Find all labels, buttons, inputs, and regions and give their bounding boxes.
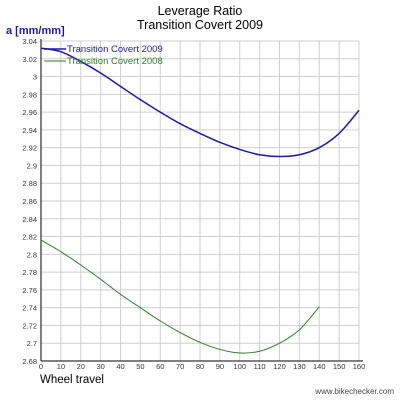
chart-title: Leverage Ratio — [157, 4, 243, 18]
x-tick-label: 100 — [233, 362, 246, 371]
y-tick-label: 2.8 — [27, 250, 37, 259]
legend-label: Transition Covert 2009 — [67, 44, 163, 55]
y-tick-label: 2.88 — [22, 179, 37, 188]
y-tick-label: 2.74 — [22, 304, 37, 313]
y-tick-label: 2.98 — [22, 90, 37, 99]
x-tick-label: 160 — [353, 362, 366, 371]
x-tick-label: 140 — [313, 362, 326, 371]
series-line-2008 — [40, 239, 320, 354]
legend-label: Transition Covert 2008 — [67, 56, 163, 67]
y-tick-label: 2.84 — [22, 215, 37, 224]
x-tick-label: 80 — [196, 362, 204, 371]
watermark: www.bikechecker.com — [315, 387, 394, 396]
y-tick-label: 2.7 — [27, 339, 37, 348]
y-tick-label: 2.86 — [22, 197, 37, 206]
y-tick-label: 2.72 — [22, 321, 37, 330]
x-tick-label: 150 — [333, 362, 346, 371]
y-tick-label: 2.82 — [22, 233, 37, 242]
x-tick-label: 0 — [39, 362, 43, 371]
x-tick-label: 20 — [77, 362, 85, 371]
y-tick-label: 2.9 — [27, 161, 37, 170]
x-tick-label: 110 — [254, 362, 266, 371]
series-line-2009 — [40, 47, 360, 158]
x-axis-label: Wheel travel — [40, 374, 104, 386]
y-tick-label: 3.02 — [22, 55, 37, 64]
x-tick-label: 40 — [116, 362, 124, 371]
y-tick-label: 2.96 — [22, 108, 37, 117]
x-tick-label: 120 — [273, 362, 286, 371]
x-tick-label: 10 — [57, 362, 65, 371]
y-tick-label: 2.78 — [22, 268, 37, 277]
chart-subtitle: Transition Covert 2009 — [137, 18, 263, 32]
x-tick-label: 30 — [96, 362, 104, 371]
x-tick-label: 90 — [216, 362, 224, 371]
y-tick-label: 2.92 — [22, 144, 37, 153]
x-tick-label: 70 — [176, 362, 184, 371]
y-tick-label: 2.76 — [22, 286, 37, 295]
x-tick-label: 60 — [156, 362, 164, 371]
y-tick-label: 3.04 — [22, 37, 37, 46]
y-tick-label: 2.94 — [22, 126, 37, 135]
x-tick-label: 130 — [293, 362, 306, 371]
y-tick-label: 3 — [33, 73, 37, 82]
y-tick-label: 2.68 — [22, 357, 37, 366]
x-tick-label: 50 — [136, 362, 144, 371]
y-axis-label: a [mm/mm] — [6, 25, 65, 37]
